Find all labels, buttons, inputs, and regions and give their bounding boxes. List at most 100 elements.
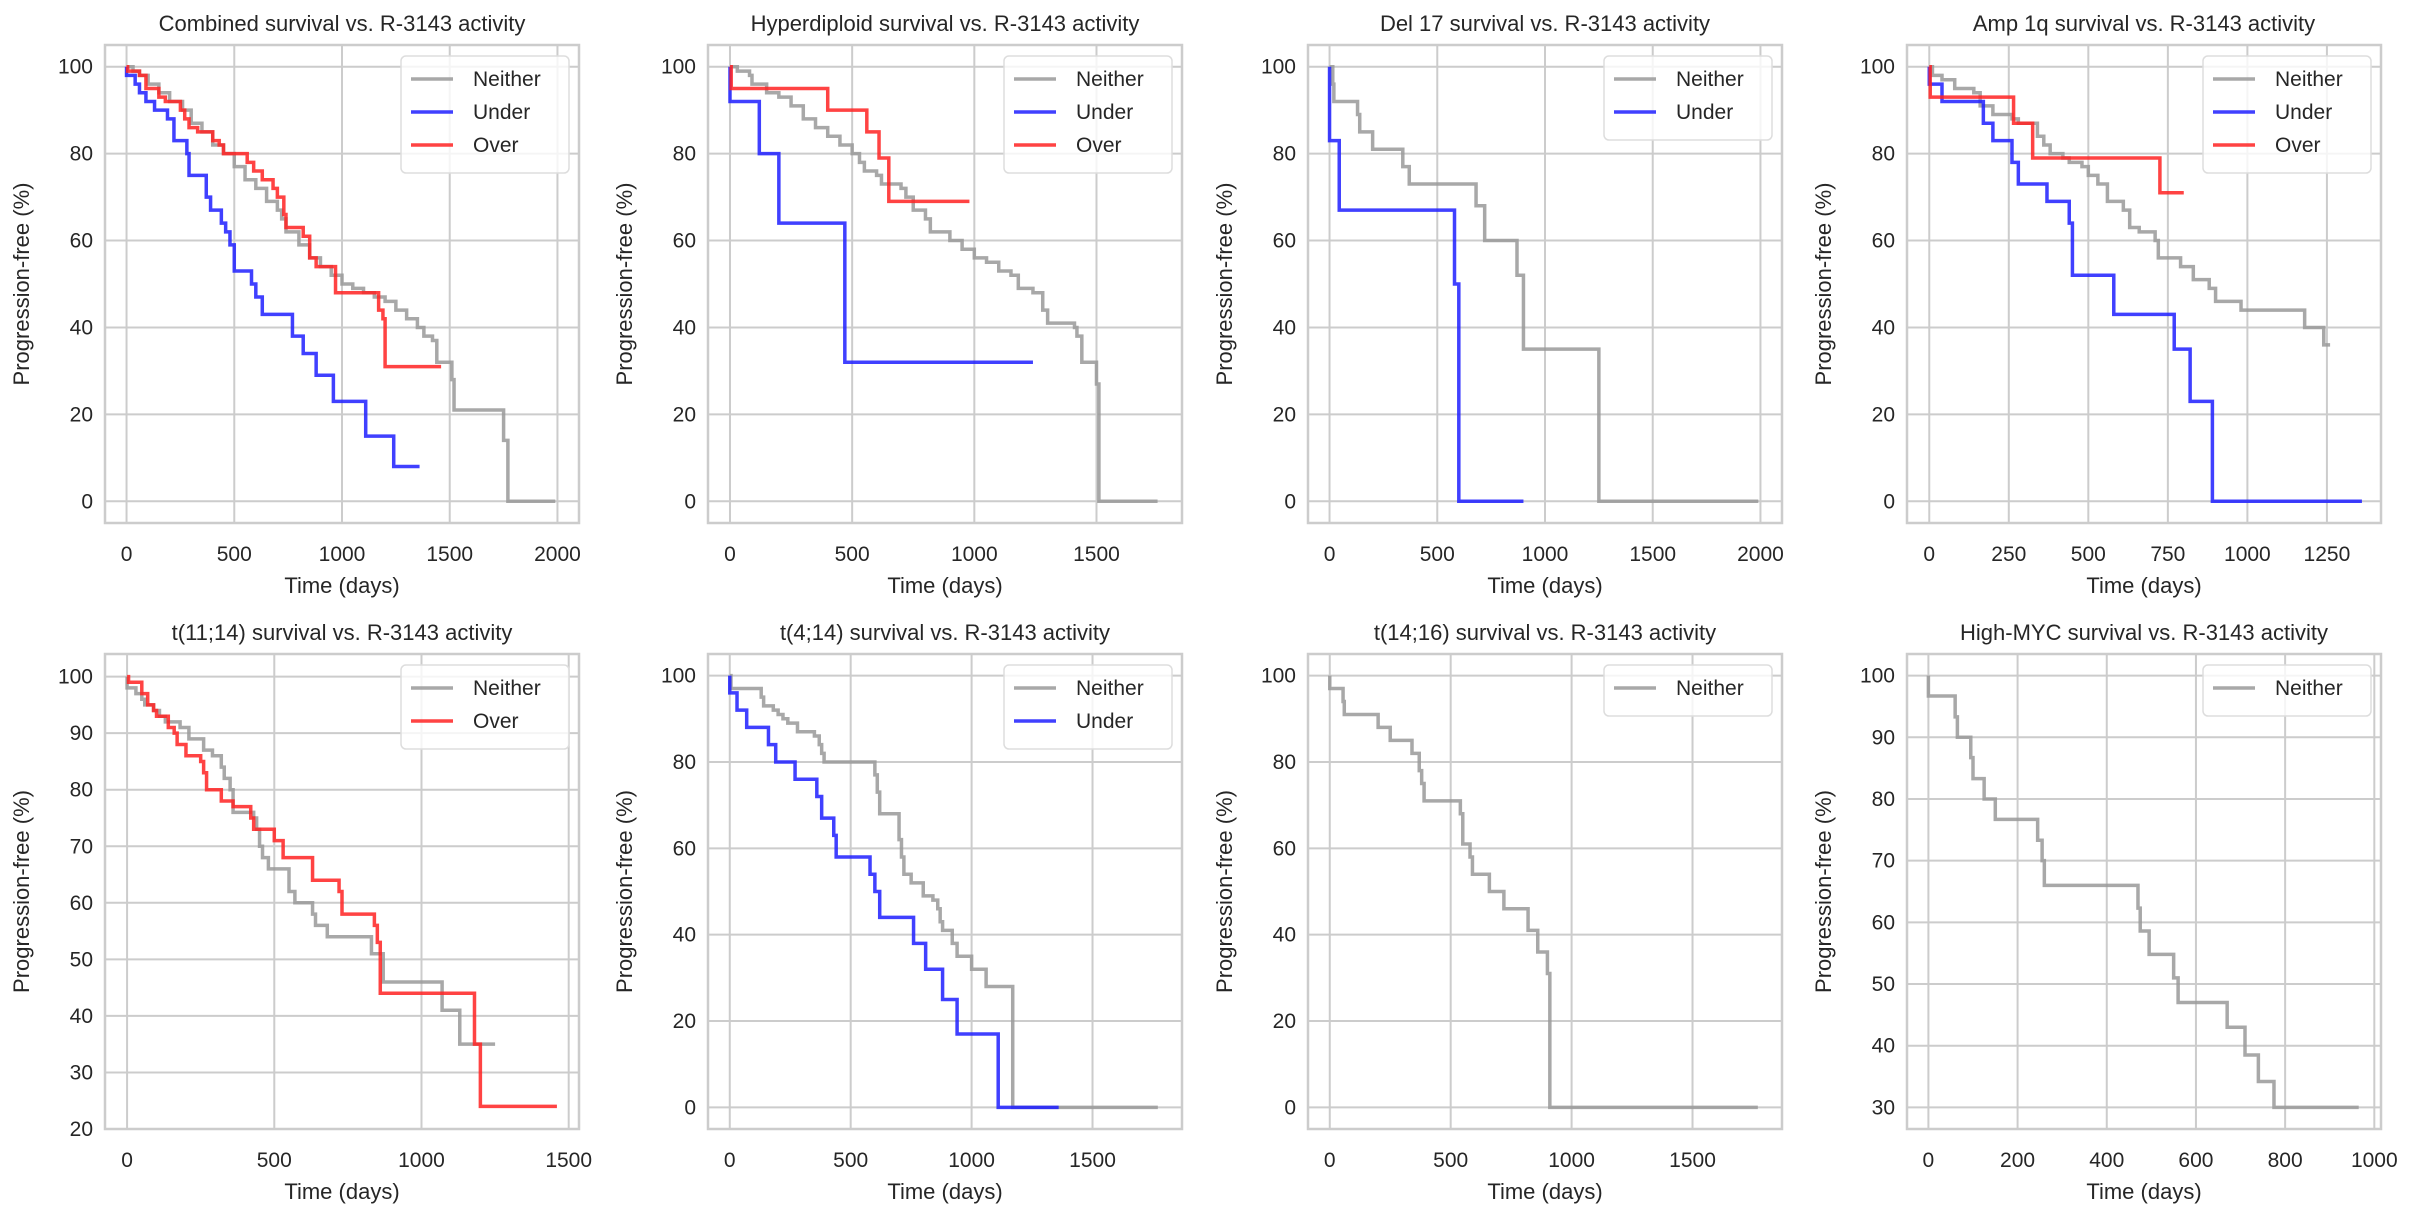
series-line-neither bbox=[1329, 64, 1759, 504]
plot-frame bbox=[103, 652, 581, 1131]
legend-label: Over bbox=[2275, 134, 2321, 157]
y-axis-label: Progression-free (%) bbox=[1811, 790, 1836, 993]
y-tick-label: 80 bbox=[1872, 143, 1895, 166]
y-tick-label: 20 bbox=[1273, 1010, 1296, 1033]
x-tick-label: 250 bbox=[1991, 543, 2026, 566]
y-tick-label: 0 bbox=[81, 490, 93, 513]
x-tick-label: 1500 bbox=[1629, 543, 1676, 566]
series-line-over bbox=[126, 674, 557, 1109]
legend-label: Neither bbox=[1676, 677, 1744, 700]
y-tick-label: 60 bbox=[1273, 837, 1296, 860]
x-tick-label: 0 bbox=[1923, 1149, 1935, 1172]
y-tick-label: 40 bbox=[1872, 1035, 1895, 1058]
x-tick-label: 2000 bbox=[534, 543, 581, 566]
y-tick-label: 90 bbox=[70, 722, 93, 745]
y-axis-label: Progression-free (%) bbox=[1212, 790, 1237, 993]
legend-label: Under bbox=[1076, 101, 1133, 124]
legend-label: Neither bbox=[1076, 68, 1144, 91]
legend-label: Neither bbox=[473, 68, 541, 91]
x-tick-label: 500 bbox=[217, 543, 252, 566]
legend-box bbox=[1003, 664, 1173, 750]
chart-panel-3: 0 250 500 750 1000 1250 0 20 40 60 80 100 Neither Und… bbox=[1811, 11, 2383, 598]
x-tick-label: 1250 bbox=[2304, 543, 2351, 566]
legend-box bbox=[400, 664, 570, 750]
chart-panel-5: 0 500 1000 1500 0 20 40 60 80 100 Neither Under t(4;… bbox=[612, 620, 1184, 1204]
legend-box bbox=[2202, 664, 2372, 717]
x-tick-label: 0 bbox=[724, 1149, 736, 1172]
series-line-under bbox=[1927, 66, 2362, 504]
x-tick-label: 500 bbox=[1420, 543, 1455, 566]
y-tick-label: 20 bbox=[70, 403, 93, 426]
y-tick-label: 50 bbox=[70, 948, 93, 971]
y-tick-label: 40 bbox=[673, 316, 696, 339]
x-axis-label: Time (days) bbox=[284, 573, 399, 598]
x-tick-label: 500 bbox=[1433, 1149, 1468, 1172]
y-tick-label: 50 bbox=[1872, 973, 1895, 996]
y-tick-label: 60 bbox=[70, 892, 93, 915]
legend-label: Under bbox=[1676, 101, 1733, 124]
chart-panel-2: 0 500 1000 1500 2000 0 20 40 60 80 100 Neither Under… bbox=[1212, 11, 1784, 598]
x-tick-label: 1500 bbox=[1069, 1149, 1116, 1172]
y-tick-label: 0 bbox=[1284, 1096, 1296, 1119]
y-tick-label: 100 bbox=[58, 56, 93, 79]
y-tick-label: 80 bbox=[70, 143, 93, 166]
x-tick-label: 0 bbox=[121, 1149, 133, 1172]
plot-frame bbox=[1905, 652, 2383, 1131]
y-tick-label: 40 bbox=[1273, 924, 1296, 947]
legend-label: Under bbox=[2275, 101, 2332, 124]
x-tick-label: 0 bbox=[121, 543, 133, 566]
x-tick-label: 1000 bbox=[951, 543, 998, 566]
x-tick-label: 500 bbox=[257, 1149, 292, 1172]
y-tick-label: 100 bbox=[1860, 665, 1895, 688]
chart-title: t(14;16) survival vs. R-3143 activity bbox=[1374, 620, 1716, 645]
legend-label: Neither bbox=[1076, 677, 1144, 700]
y-tick-label: 80 bbox=[1273, 751, 1296, 774]
y-tick-label: 80 bbox=[673, 751, 696, 774]
x-tick-label: 1000 bbox=[319, 543, 366, 566]
chart-panel-7: 0 200 400 600 800 1000 30 40 50 60 70 80 90 100 Neithe… bbox=[1811, 620, 2398, 1204]
x-axis-label: Time (days) bbox=[887, 573, 1002, 598]
y-tick-label: 0 bbox=[684, 1096, 696, 1119]
x-axis-label: Time (days) bbox=[1487, 1179, 1602, 1204]
x-tick-label: 600 bbox=[2178, 1149, 2213, 1172]
y-tick-label: 0 bbox=[684, 490, 696, 513]
legend-label: Neither bbox=[2275, 68, 2343, 91]
y-tick-label: 20 bbox=[1273, 403, 1296, 426]
series-line-over bbox=[729, 64, 970, 204]
series-line-over bbox=[125, 64, 442, 369]
legend-label: Over bbox=[473, 710, 519, 733]
x-axis-label: Time (days) bbox=[2086, 1179, 2201, 1204]
chart-title: Amp 1q survival vs. R-3143 activity bbox=[1973, 11, 2315, 36]
y-tick-label: 0 bbox=[1284, 490, 1296, 513]
series-line-neither bbox=[729, 673, 1158, 1110]
legend-box bbox=[1603, 55, 1773, 141]
x-tick-label: 2000 bbox=[1737, 543, 1784, 566]
y-tick-label: 100 bbox=[58, 666, 93, 689]
x-tick-label: 500 bbox=[835, 543, 870, 566]
legend-label: Neither bbox=[1676, 68, 1744, 91]
legend-label: Under bbox=[473, 101, 530, 124]
series-line-neither bbox=[729, 64, 1158, 504]
series-line-neither bbox=[1929, 64, 2331, 347]
chart-title: t(11;14) survival vs. R-3143 activity bbox=[172, 620, 513, 645]
plot-frame bbox=[1306, 43, 1784, 525]
y-tick-label: 60 bbox=[673, 837, 696, 860]
x-tick-label: 1500 bbox=[545, 1149, 592, 1172]
plot-frame bbox=[706, 43, 1184, 525]
chart-panel-4: 0 500 1000 1500 20 30 40 50 60 70 80 90 100 Neither Ov… bbox=[9, 620, 592, 1204]
y-tick-label: 80 bbox=[70, 779, 93, 802]
y-axis-label: Progression-free (%) bbox=[1811, 183, 1836, 386]
y-tick-label: 40 bbox=[1273, 316, 1296, 339]
series-line-under bbox=[728, 675, 1059, 1110]
y-tick-label: 100 bbox=[1261, 56, 1296, 79]
y-tick-label: 70 bbox=[1872, 850, 1895, 873]
legend-label: Under bbox=[1076, 710, 1133, 733]
x-tick-label: 500 bbox=[833, 1149, 868, 1172]
plot-frame bbox=[103, 43, 581, 525]
x-axis-label: Time (days) bbox=[284, 1179, 399, 1204]
series-line-under bbox=[124, 66, 420, 469]
plot-frame bbox=[706, 652, 1184, 1131]
x-axis-label: Time (days) bbox=[2086, 573, 2201, 598]
plot-frame bbox=[1905, 43, 2383, 525]
